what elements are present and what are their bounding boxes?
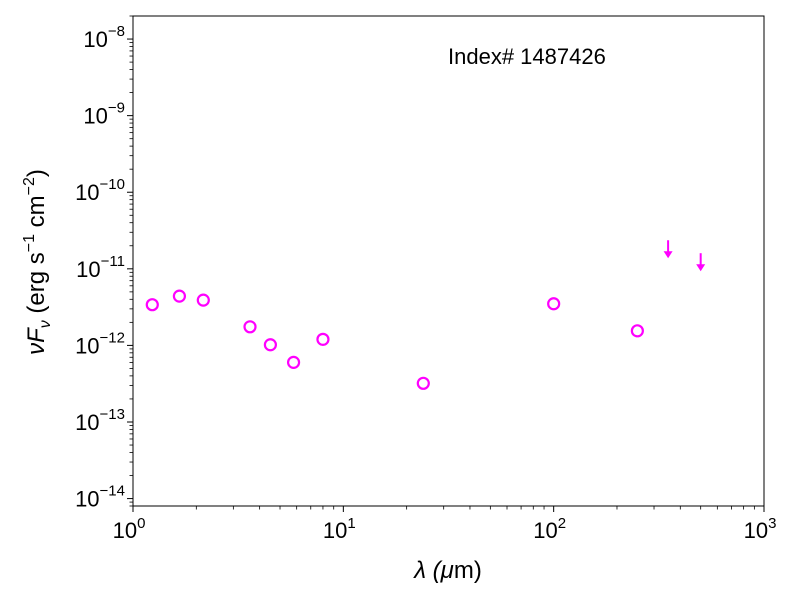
data-point: [196, 293, 210, 307]
y-axis-label: νFν (erg s−1 cm−2): [21, 169, 54, 355]
upper-limit-marker: [696, 253, 706, 272]
annotation-label: Index# 1487426: [448, 44, 606, 69]
y-tick-label: 10−10: [75, 176, 125, 205]
y-tick-label: 10−12: [75, 329, 125, 358]
x-axis-ticks: 100 101 102 103: [113, 506, 777, 543]
x-tick-label: 103: [744, 515, 777, 543]
data-point: [416, 376, 430, 390]
data-point: [243, 320, 257, 334]
data-point: [547, 297, 561, 311]
data-point: [316, 332, 330, 346]
x-tick-label: 100: [113, 515, 146, 543]
upper-limit-marker: [663, 240, 673, 259]
x-tick-label: 101: [323, 515, 356, 543]
y-tick-label: 10−11: [76, 253, 125, 282]
y-tick-label: 10−9: [83, 100, 125, 129]
data-point: [145, 298, 159, 312]
data-point: [286, 355, 301, 369]
y-tick-label: 10−8: [83, 23, 125, 52]
plot-frame: [132, 15, 765, 507]
data-point: [630, 324, 644, 338]
y-axis-ticks: 10−14 10−13 10−12 10−11 10−10 10−9 10−8: [75, 15, 133, 512]
upper-limit-arrowhead: [696, 264, 706, 272]
y-tick-label: 10−13: [75, 406, 125, 435]
data-marks: [145, 240, 706, 390]
y-tick-label: 10−14: [75, 483, 125, 512]
x-axis-label: λ (μm): [412, 557, 482, 584]
x-tick-label: 102: [533, 515, 566, 543]
data-point: [263, 338, 277, 352]
data-point: [172, 289, 187, 303]
upper-limit-arrowhead: [663, 251, 673, 259]
